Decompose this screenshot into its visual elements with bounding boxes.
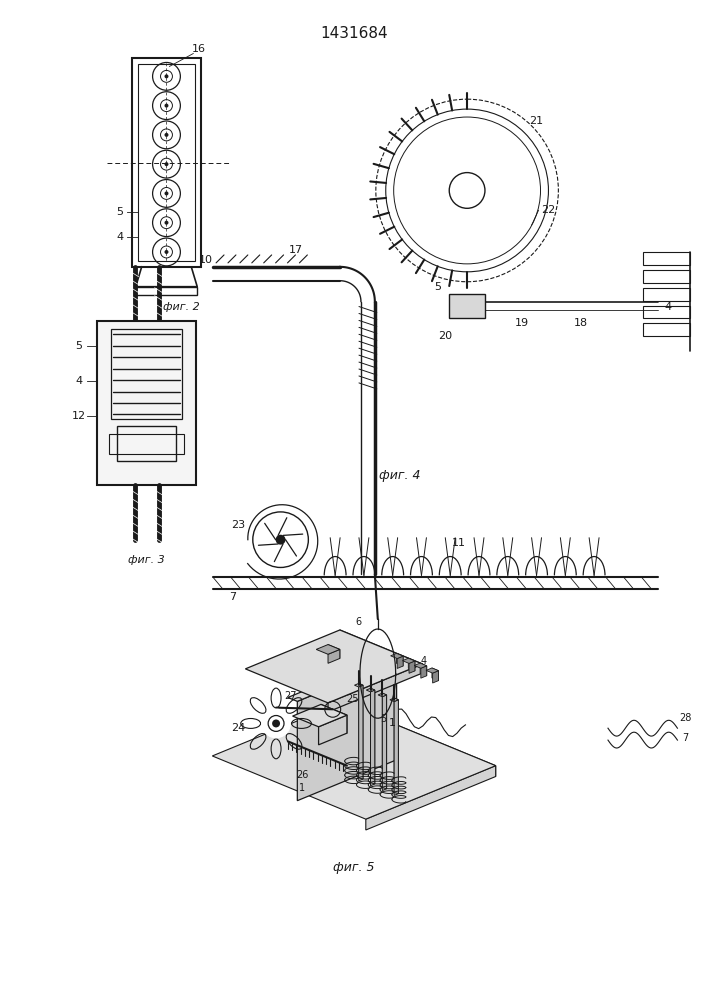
Text: 27: 27: [284, 691, 296, 701]
Polygon shape: [394, 700, 398, 795]
Circle shape: [165, 250, 168, 254]
Bar: [97, 321, 197, 485]
Polygon shape: [328, 649, 340, 663]
Polygon shape: [390, 698, 398, 702]
Polygon shape: [354, 683, 363, 687]
Polygon shape: [370, 690, 375, 786]
Text: 28: 28: [679, 713, 691, 723]
Text: 20: 20: [438, 331, 452, 341]
Polygon shape: [288, 657, 397, 701]
Text: 5: 5: [117, 207, 123, 217]
Text: 4: 4: [421, 656, 427, 666]
Polygon shape: [358, 683, 363, 779]
Polygon shape: [328, 664, 423, 712]
Text: 7: 7: [229, 592, 237, 602]
Text: 22: 22: [542, 205, 556, 215]
Bar: [109, 434, 185, 454]
Text: фиг. 5: фиг. 5: [333, 861, 375, 874]
Circle shape: [272, 719, 280, 727]
Circle shape: [262, 709, 291, 738]
Text: фиг. 3: фиг. 3: [128, 555, 165, 565]
Circle shape: [165, 74, 168, 78]
Text: фиг. 2: фиг. 2: [163, 302, 200, 312]
Text: 18: 18: [574, 318, 588, 328]
Text: 6: 6: [356, 617, 362, 627]
Polygon shape: [433, 671, 438, 683]
Polygon shape: [366, 688, 375, 692]
Polygon shape: [409, 658, 415, 671]
Polygon shape: [390, 653, 403, 659]
Text: 23: 23: [231, 520, 245, 530]
Polygon shape: [394, 698, 398, 794]
Text: 1: 1: [299, 783, 305, 793]
Bar: [117, 426, 177, 461]
Polygon shape: [402, 658, 415, 663]
Polygon shape: [382, 695, 387, 791]
Bar: [643, 323, 690, 336]
Text: 11: 11: [452, 538, 466, 548]
Bar: [449, 294, 485, 318]
Text: 26: 26: [296, 770, 308, 780]
Text: 5: 5: [76, 341, 83, 351]
Bar: [111, 329, 182, 419]
Bar: [136, 287, 197, 295]
Text: 4: 4: [664, 302, 671, 312]
Text: 5: 5: [380, 714, 387, 724]
Bar: [132, 58, 201, 267]
Text: 4: 4: [76, 376, 83, 386]
Text: 17: 17: [288, 245, 303, 255]
Text: 24: 24: [231, 723, 245, 733]
Text: 21: 21: [530, 116, 544, 126]
Circle shape: [276, 535, 286, 545]
Polygon shape: [328, 645, 340, 658]
Polygon shape: [426, 668, 438, 673]
Circle shape: [165, 104, 168, 108]
Polygon shape: [421, 666, 427, 678]
Polygon shape: [212, 702, 496, 819]
Polygon shape: [409, 661, 415, 673]
Polygon shape: [298, 661, 397, 801]
Text: 16: 16: [192, 44, 206, 54]
Polygon shape: [397, 656, 403, 668]
Polygon shape: [420, 663, 427, 676]
Polygon shape: [387, 657, 397, 760]
Polygon shape: [319, 715, 347, 745]
Bar: [643, 252, 690, 265]
Bar: [643, 270, 690, 283]
Polygon shape: [378, 693, 387, 697]
Polygon shape: [293, 704, 347, 727]
Polygon shape: [358, 685, 363, 781]
Polygon shape: [432, 668, 438, 681]
Text: 4: 4: [116, 232, 124, 242]
Polygon shape: [414, 663, 427, 668]
Bar: [138, 64, 195, 261]
Text: 1: 1: [389, 718, 396, 728]
Polygon shape: [340, 630, 423, 673]
Text: 19: 19: [515, 318, 529, 328]
Text: фиг. 4: фиг. 4: [379, 469, 421, 482]
Text: 25: 25: [346, 694, 358, 704]
Polygon shape: [316, 645, 340, 654]
Circle shape: [165, 221, 168, 225]
Polygon shape: [245, 630, 423, 703]
Text: 12: 12: [72, 411, 86, 421]
Polygon shape: [382, 693, 387, 789]
Polygon shape: [342, 702, 496, 777]
Polygon shape: [397, 653, 403, 666]
Circle shape: [165, 133, 168, 137]
Circle shape: [165, 191, 168, 195]
Bar: [643, 288, 690, 301]
Circle shape: [165, 162, 168, 166]
Bar: [643, 306, 690, 318]
Polygon shape: [370, 688, 375, 784]
Text: 5: 5: [434, 282, 441, 292]
Polygon shape: [366, 766, 496, 830]
Text: 10: 10: [199, 255, 214, 265]
Polygon shape: [321, 704, 347, 733]
Text: 1431684: 1431684: [320, 26, 388, 41]
Text: 7: 7: [682, 733, 689, 743]
